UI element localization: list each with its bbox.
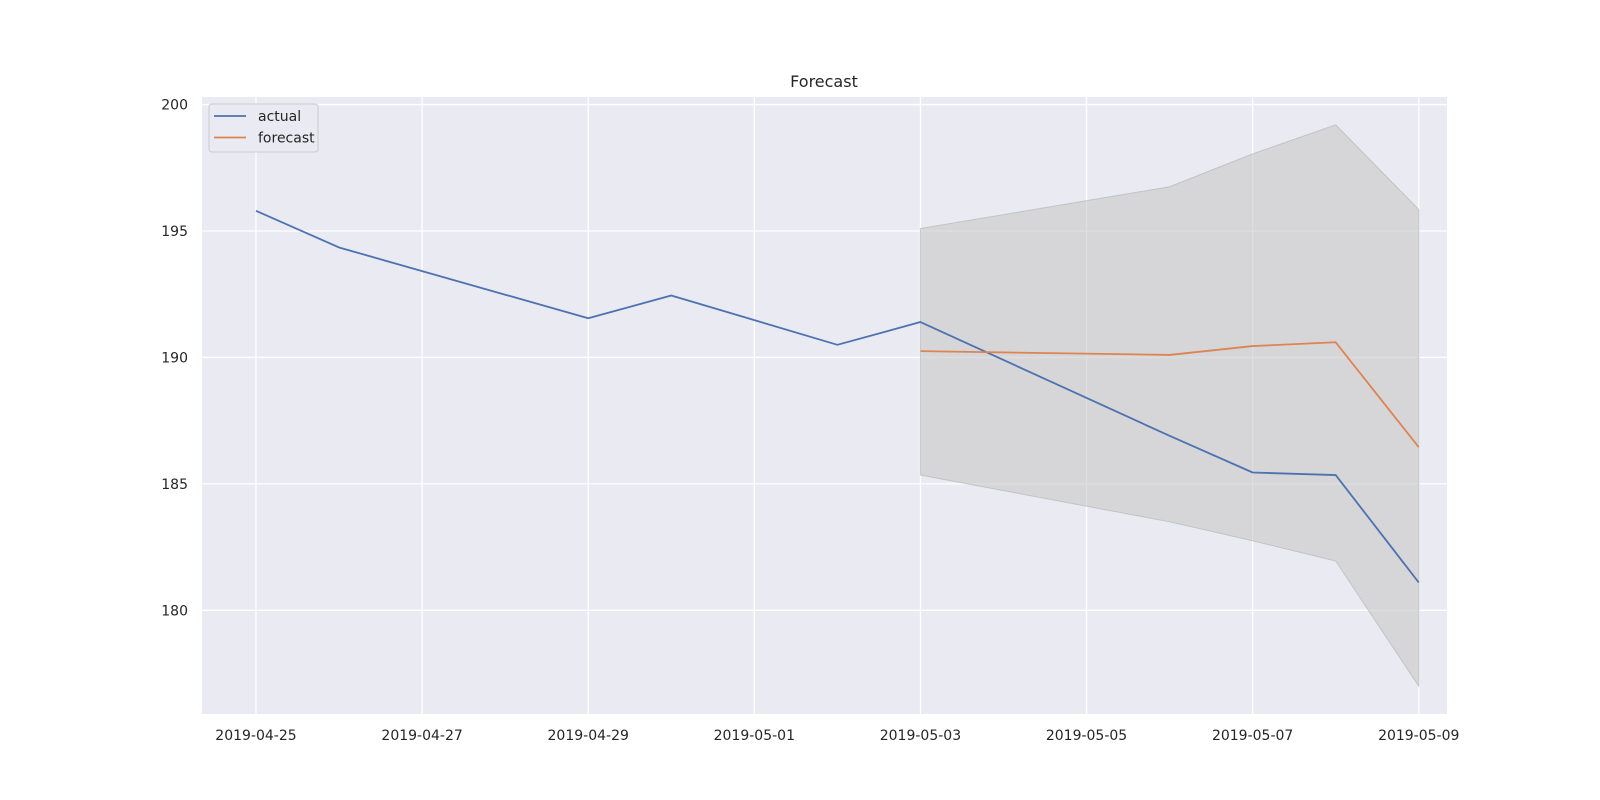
legend: actual forecast: [208, 103, 319, 153]
x-tick-label: 2019-05-03: [880, 728, 961, 744]
x-axis-ticks: 2019-04-25 2019-04-27 2019-04-29 2019-05-01…: [215, 728, 1459, 744]
x-tick-label: 2019-04-27: [381, 728, 462, 744]
y-tick-label: 200: [161, 98, 188, 114]
series-lines: [255, 209, 1420, 584]
y-tick-label: 190: [161, 350, 188, 366]
forecast-line: [920, 341, 1420, 448]
y-tick-label: 180: [161, 603, 188, 619]
y-tick-label: 195: [161, 224, 188, 240]
actual-legend-label: actual: [258, 109, 301, 125]
y-axis-ticks: 180 185 190 195 200: [161, 98, 188, 620]
x-tick-label: 2019-04-29: [548, 728, 629, 744]
confidence-band-layer: [919, 124, 1420, 688]
x-tick-label: 2019-05-09: [1378, 728, 1459, 744]
x-tick-label: 2019-04-25: [215, 728, 296, 744]
actual-line: [255, 209, 1420, 584]
y-tick-label: 185: [161, 477, 188, 493]
x-tick-label: 2019-05-01: [714, 728, 795, 744]
chart-title: Forecast: [790, 72, 858, 91]
x-tick-label: 2019-05-07: [1212, 728, 1293, 744]
forecast-legend-label: forecast: [258, 131, 315, 147]
confidence-band: [919, 124, 1420, 688]
x-tick-label: 2019-05-05: [1046, 728, 1127, 744]
